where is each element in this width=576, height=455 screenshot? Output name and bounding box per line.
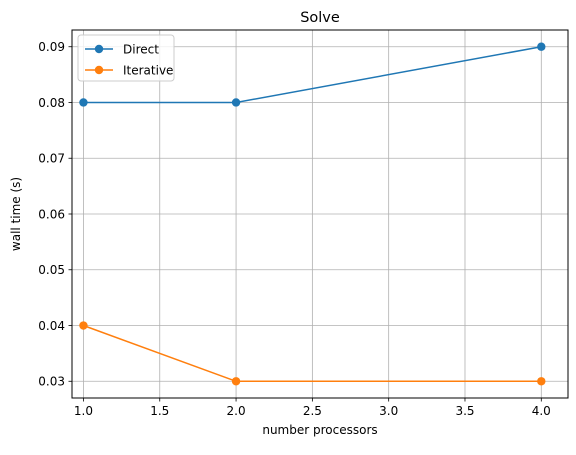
legend-label-iterative: Iterative (123, 63, 173, 77)
x-tick-label: 1.5 (150, 404, 169, 418)
series-lines (79, 42, 546, 386)
legend: Direct Iterative (77, 34, 175, 82)
legend-marker-iterative (94, 65, 104, 75)
legend-label-direct: Direct (123, 42, 159, 56)
legend-marker-direct (94, 44, 104, 54)
y-tick-label: 0.03 (38, 375, 65, 389)
y-axis-label: wall time (s) (9, 177, 23, 251)
x-tick-label: 2.0 (227, 404, 246, 418)
x-axis-label: number processors (262, 423, 377, 437)
x-tick-label: 4.0 (532, 404, 551, 418)
y-tick-label: 0.09 (38, 40, 65, 54)
x-tick-label: 2.5 (303, 404, 322, 418)
y-tick-label: 0.07 (38, 152, 65, 166)
x-tick-label: 3.0 (379, 404, 398, 418)
data-point-iterative (537, 377, 546, 386)
data-point-direct (537, 42, 546, 51)
data-point-direct (79, 98, 88, 107)
y-tick-label: 0.04 (38, 319, 65, 333)
axis-ticks: 1.0 1.5 2.0 2.5 3.0 3.5 4.0 0.03 0.04 0.05 0.06 0.0… (38, 40, 551, 418)
y-tick-label: 0.05 (38, 263, 65, 277)
y-tick-label: 0.08 (38, 96, 65, 110)
data-point-direct (231, 98, 241, 107)
x-tick-label: 1.0 (74, 404, 93, 418)
y-tick-label: 0.06 (38, 207, 65, 221)
chart-title: Solve (300, 10, 340, 26)
x-tick-label: 3.5 (455, 404, 474, 418)
grid-lines (72, 30, 568, 398)
data-point-iterative (231, 377, 241, 386)
data-point-iterative (79, 321, 88, 330)
